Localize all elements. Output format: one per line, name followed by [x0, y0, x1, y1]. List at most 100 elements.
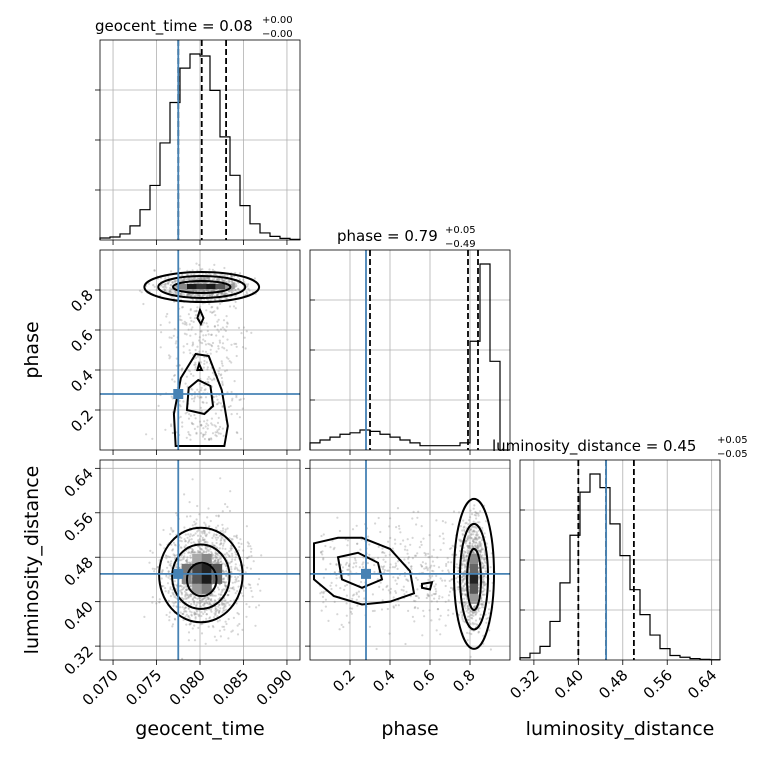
sample-point [223, 274, 227, 277]
sample-point [473, 541, 476, 544]
sample-point [221, 547, 224, 550]
sample-point [206, 276, 209, 279]
sample-point [426, 567, 429, 570]
sample-point [230, 288, 233, 291]
sample-point [481, 593, 484, 596]
histogram-luminosity-distance [519, 473, 721, 661]
sample-point [216, 561, 219, 564]
sample-point [482, 634, 485, 637]
sample-point [224, 329, 227, 332]
sample-point [368, 553, 371, 556]
sample-point [198, 336, 201, 339]
sample-point [218, 610, 221, 613]
sample-point [470, 545, 474, 548]
sample-point [210, 422, 213, 425]
sample-point [462, 584, 465, 588]
sample-point [237, 281, 240, 284]
sample-point [444, 584, 447, 588]
ytick-label: 0.4 [67, 366, 97, 396]
sample-point [199, 396, 202, 399]
sample-point [471, 551, 474, 554]
sample-point [195, 431, 198, 434]
sample-point [215, 279, 219, 282]
sample-point [158, 601, 161, 604]
sample-point [185, 559, 188, 562]
sample-point [468, 575, 471, 578]
sample-point [209, 348, 212, 351]
sample-point [242, 549, 245, 552]
sample-point [207, 597, 210, 601]
sample-point [167, 282, 170, 285]
sample-point [206, 427, 209, 430]
sample-point [227, 553, 230, 556]
sample-point [240, 542, 243, 546]
sample-point [215, 538, 218, 541]
sample-point [409, 543, 412, 546]
sample-point [463, 530, 466, 533]
sample-point [355, 565, 358, 568]
sample-point [321, 553, 324, 556]
title-phase: phase = 0.79 [337, 227, 438, 245]
sample-point [203, 276, 206, 279]
sample-point [368, 625, 371, 628]
sample-point [200, 424, 203, 427]
sample-point [184, 594, 187, 597]
sample-point [477, 566, 480, 569]
sample-point [342, 625, 345, 629]
sample-point [471, 612, 474, 615]
sample-point [225, 281, 228, 284]
sample-point [185, 436, 188, 439]
sample-point [199, 330, 202, 333]
sample-point [198, 551, 202, 554]
sample-point [216, 320, 219, 323]
sample-point [379, 530, 382, 534]
sample-point [186, 294, 189, 297]
sample-point [425, 565, 428, 568]
sample-point [233, 581, 237, 584]
sample-point [235, 577, 238, 580]
sample-point [208, 268, 211, 271]
sample-point [222, 570, 225, 573]
title-phase-plus: +0.05 [445, 225, 476, 236]
sample-point [465, 521, 468, 525]
sample-point [464, 593, 467, 596]
sample-point [203, 277, 206, 280]
sample-point [193, 427, 196, 430]
sample-point [220, 537, 223, 540]
sample-point [215, 541, 218, 545]
sample-point [438, 618, 441, 621]
ytick-label: 0.48 [60, 553, 96, 589]
sample-point [231, 399, 234, 402]
sample-point [217, 345, 220, 348]
sample-point [235, 354, 238, 358]
sample-point [481, 579, 485, 582]
sample-point [402, 585, 405, 588]
sample-point [210, 344, 213, 347]
sample-point [200, 432, 203, 435]
sample-point [205, 288, 208, 292]
sample-point [221, 380, 224, 383]
sample-point [427, 595, 430, 598]
sample-point [202, 551, 205, 554]
sample-point [186, 289, 189, 292]
sample-point [199, 361, 203, 364]
sample-point [466, 544, 469, 548]
sample-point [228, 280, 231, 283]
sample-point [392, 596, 395, 599]
xtick-label: 0.070 [79, 666, 122, 709]
sample-point [196, 530, 199, 533]
sample-point [461, 562, 464, 565]
sample-point [158, 601, 161, 604]
sample-point [225, 325, 228, 328]
sample-point [479, 550, 482, 554]
sample-point [199, 535, 202, 538]
sample-point [237, 579, 240, 583]
sample-point [191, 597, 194, 600]
sample-point [175, 291, 178, 294]
sample-point [208, 438, 211, 441]
sample-point [480, 555, 483, 558]
xtick-label: 0.8 [449, 666, 479, 696]
sample-point [187, 431, 190, 434]
sample-point [187, 369, 190, 372]
sample-point [489, 566, 492, 569]
